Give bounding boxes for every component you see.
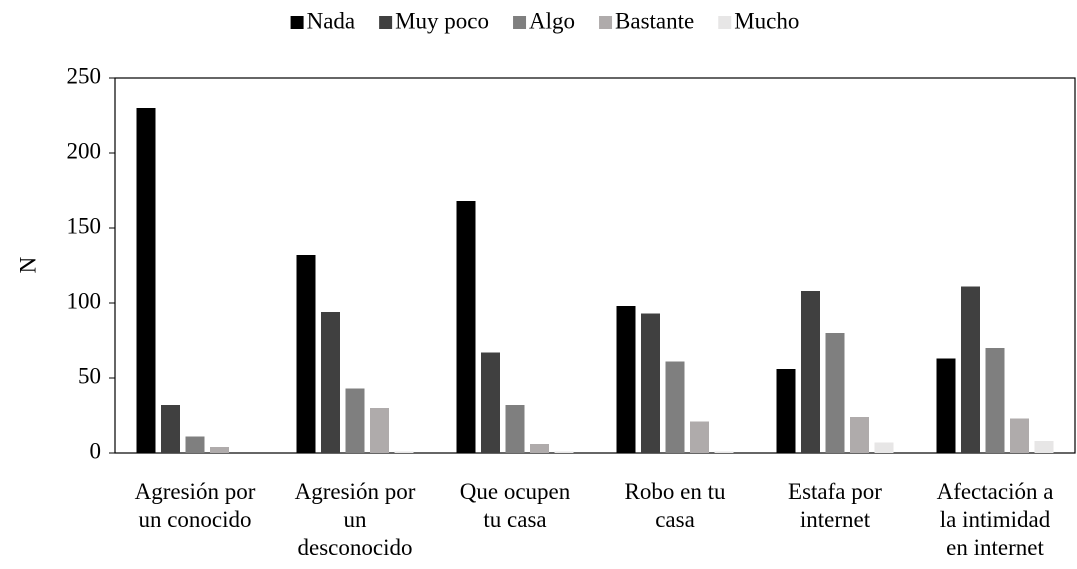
legend-swatch — [513, 16, 527, 29]
bar — [776, 369, 796, 453]
bar — [985, 348, 1005, 453]
bar — [456, 201, 476, 453]
y-tick-label: 50 — [78, 363, 101, 388]
legend-swatch — [379, 16, 393, 29]
bar — [345, 388, 365, 453]
x-tick-label: Afectación a la intimidad en internet — [937, 479, 1054, 560]
bar — [1010, 418, 1029, 453]
bar — [481, 352, 500, 453]
x-tick-label: Agresión por un conocido — [135, 479, 256, 532]
bar — [554, 451, 574, 453]
x-tick-label: Estafa por internet — [788, 479, 882, 532]
y-tick-label: 150 — [67, 213, 102, 238]
legend-swatch — [599, 16, 613, 29]
legend-label: Muy poco — [395, 8, 489, 33]
y-tick-label: 100 — [67, 288, 102, 313]
legend-label: Mucho — [734, 8, 799, 33]
bar — [665, 361, 685, 453]
y-tick-label: 200 — [67, 138, 102, 163]
x-tick-label: Robo en tu casa — [625, 479, 726, 532]
bar — [296, 255, 316, 453]
legend-label: Bastante — [615, 8, 694, 33]
bar — [394, 451, 414, 453]
legend-swatch — [718, 16, 732, 29]
bar — [690, 421, 709, 453]
bar — [714, 451, 734, 453]
bar — [1034, 441, 1054, 453]
x-tick-label: Agresión por un desconocido — [295, 479, 416, 560]
bar — [641, 313, 660, 453]
bar — [505, 405, 525, 453]
bar — [801, 291, 820, 453]
legend-label: Algo — [529, 8, 575, 33]
bar — [874, 442, 894, 453]
plot-frame — [114, 77, 1076, 454]
bar — [185, 436, 205, 453]
bar — [210, 447, 229, 453]
bar — [825, 333, 845, 453]
bar — [616, 306, 636, 453]
bar — [961, 286, 980, 453]
bar — [136, 108, 156, 453]
x-tick-label: Que ocupen tu casa — [460, 479, 571, 532]
bar — [321, 312, 340, 453]
bar — [161, 405, 180, 453]
bar — [530, 444, 549, 453]
y-tick-label: 250 — [67, 63, 102, 88]
y-axis-label: N — [15, 256, 40, 273]
legend-label: Nada — [307, 8, 356, 33]
legend-swatch — [290, 16, 304, 29]
bar — [370, 408, 389, 453]
bar — [850, 417, 869, 453]
bar — [936, 358, 956, 453]
y-tick-label: 0 — [90, 438, 102, 463]
